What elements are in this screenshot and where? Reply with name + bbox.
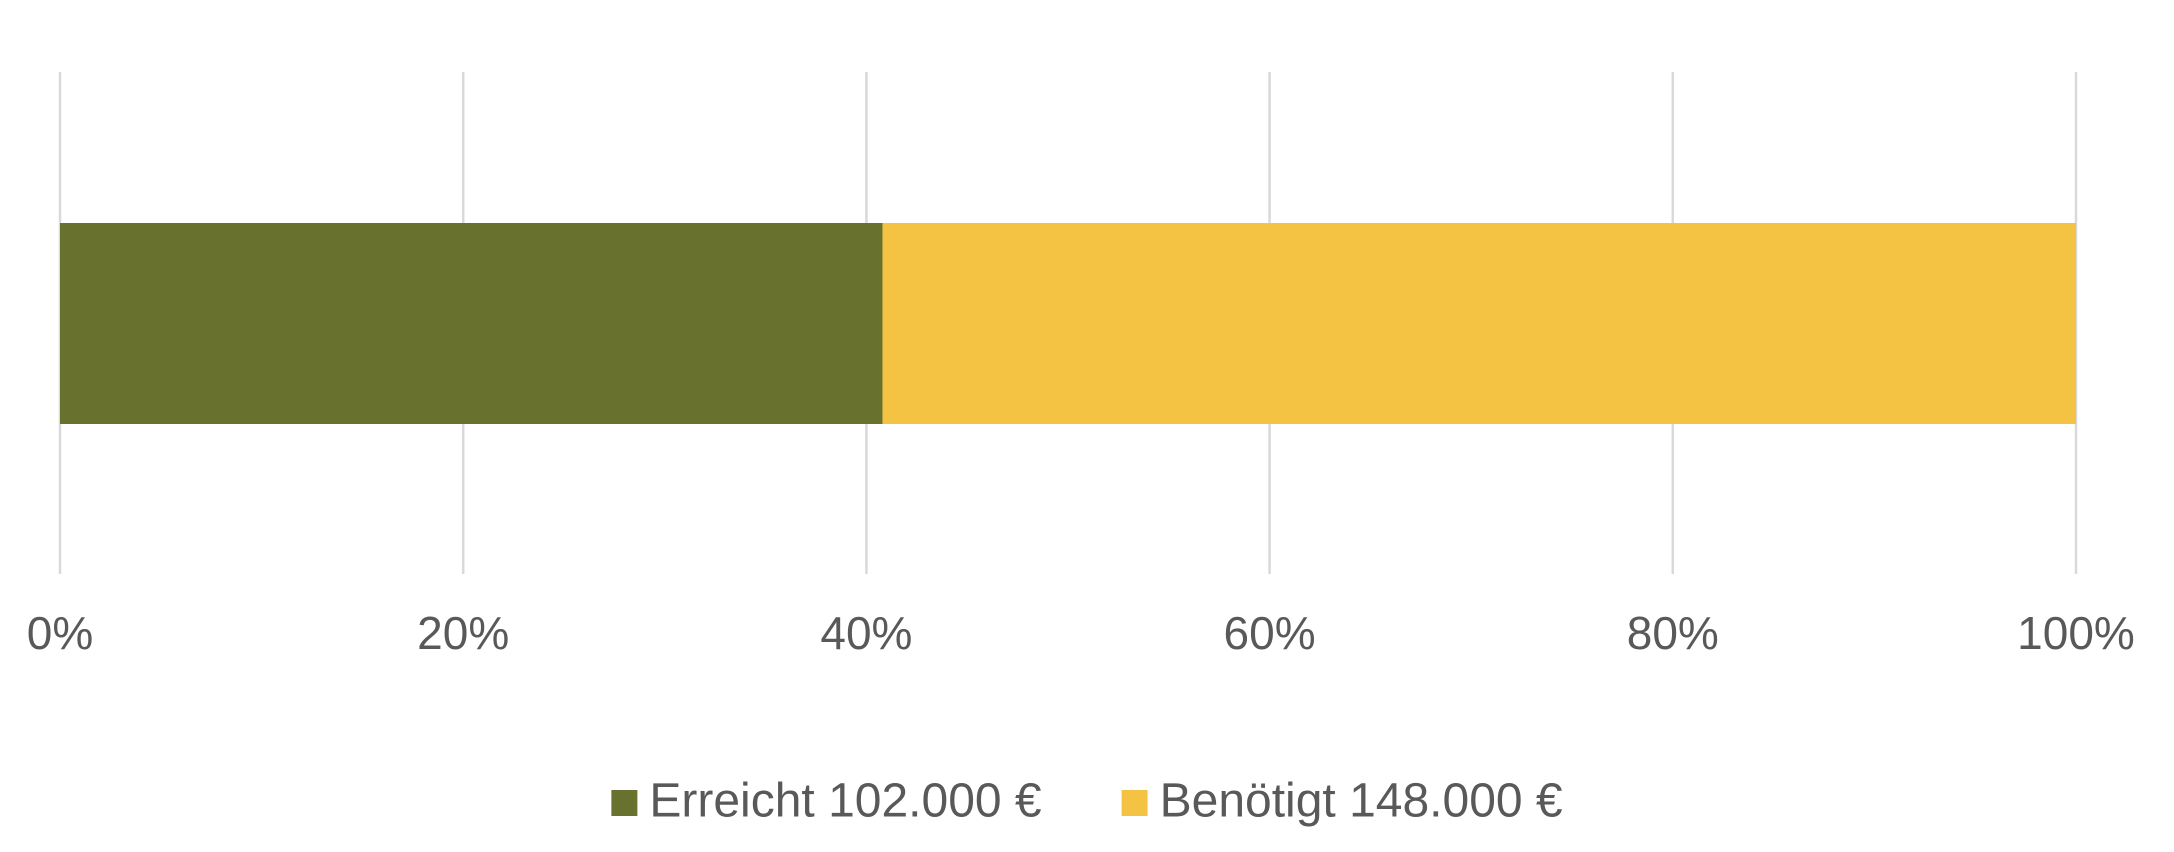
bar-segment [60,223,883,424]
legend-swatch [1121,790,1148,816]
x-tick-label: 40% [820,607,912,659]
legend-label: Erreicht 102.000 € [649,775,1042,828]
x-tick-label: 0% [27,607,93,659]
x-tick-label: 60% [1224,607,1316,659]
legend-label: Benötigt 148.000 € [1160,775,1563,828]
bar-segment [882,223,2076,424]
legend-swatch [611,790,638,816]
x-tick-label: 80% [1627,607,1719,659]
x-tick-label: 20% [417,607,509,659]
x-tick-label: 100% [2017,607,2135,659]
